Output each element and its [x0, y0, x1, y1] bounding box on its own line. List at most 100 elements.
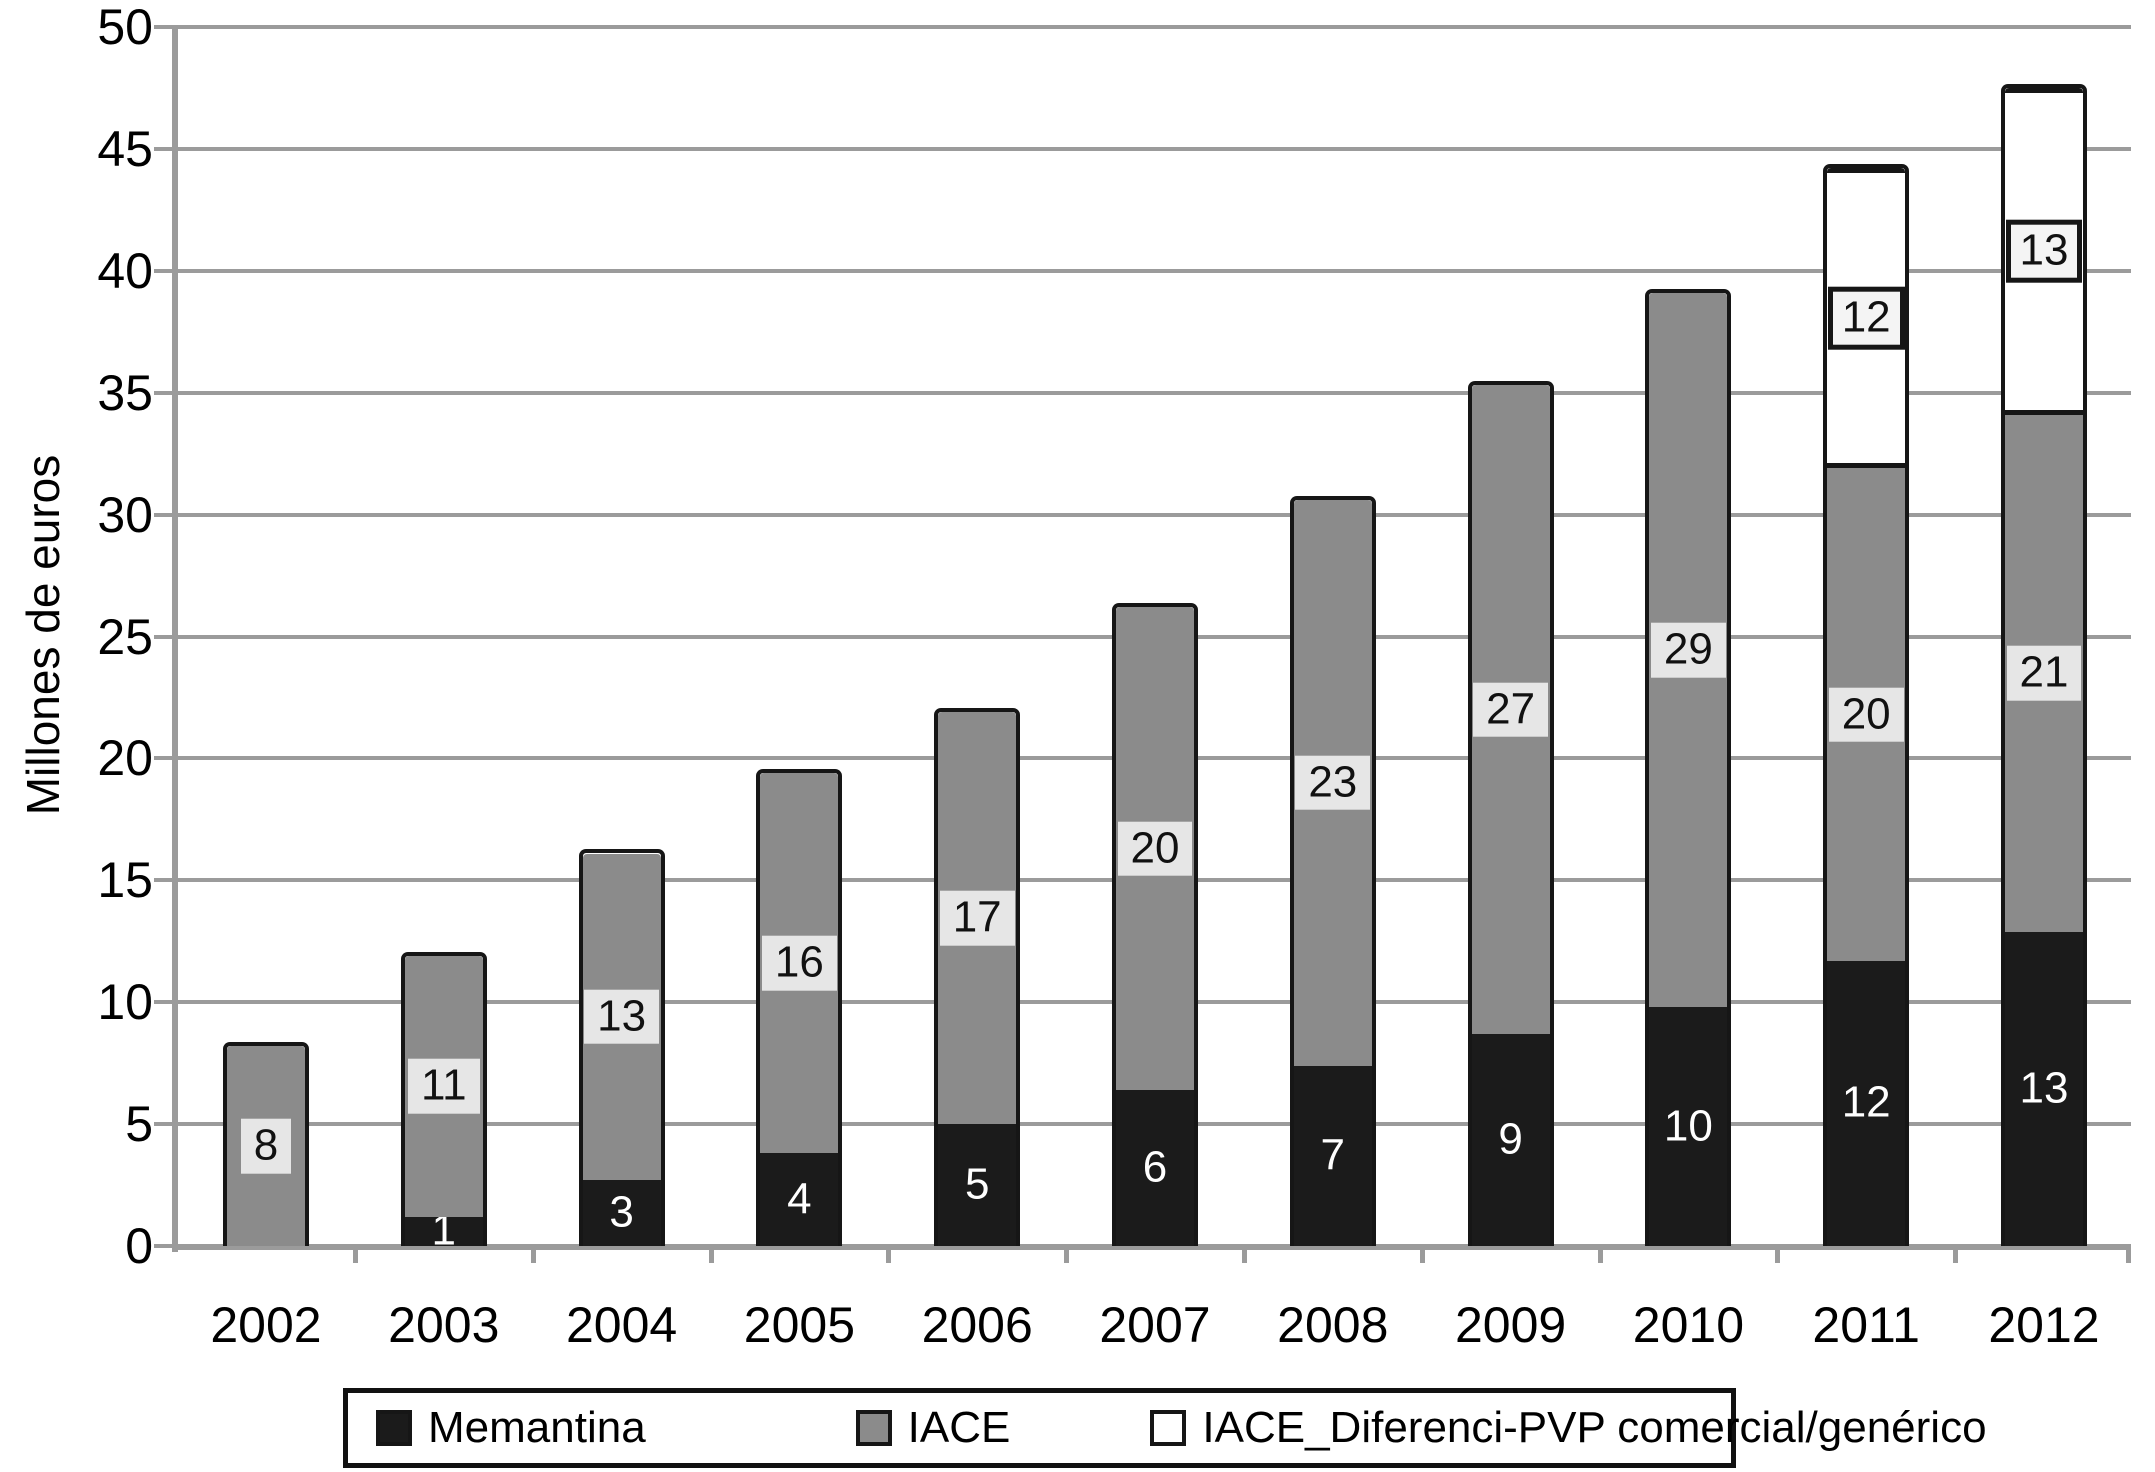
segment-iace-diferenci-pvp-comercial-gen-rico: 12	[1827, 168, 1906, 469]
y-axis-line	[172, 27, 178, 1252]
x-category-2005: 2005	[743, 1297, 855, 1353]
y-tick-35	[154, 390, 175, 395]
segment-value-label: 3	[609, 1187, 634, 1237]
gridline-35	[175, 390, 2131, 395]
segment-value-label: 4	[787, 1174, 812, 1224]
gridline-0	[175, 1244, 2131, 1250]
bar-2002: 8	[223, 1042, 309, 1246]
y-tick-5	[154, 1122, 175, 1127]
x-category-2011: 2011	[1812, 1297, 1920, 1353]
plot-area: 8 1 11 3 13 4 16 5 17 6 20 7 23 9 27 10 29 12 20 12 13 21 13	[154, 25, 2131, 1263]
bar-2006: 5 17	[934, 708, 1021, 1246]
x-category-2008: 2008	[1277, 1297, 1389, 1353]
segment-memantina: 4	[760, 1153, 839, 1246]
segment-iace: 20	[1116, 607, 1194, 1090]
segment-value-label: 27	[1472, 682, 1550, 737]
x-category-2006: 2006	[921, 1297, 1033, 1353]
y-tick-20	[154, 756, 175, 761]
segment-value-label: 12	[1841, 1078, 1891, 1128]
x-tick	[2126, 1246, 2131, 1263]
segment-value-label: 13	[583, 989, 661, 1045]
bar-2007: 6 20	[1112, 603, 1198, 1246]
segment-value-label: 6	[1142, 1142, 1168, 1192]
x-tick	[352, 1246, 358, 1263]
legend-label: Memantina	[428, 1403, 646, 1452]
segment-iace: 29	[1649, 292, 1728, 1008]
legend-item-memantina: Memantina	[376, 1403, 646, 1453]
x-tick	[1419, 1246, 1425, 1263]
bar-2011: 12 20 12	[1823, 164, 1910, 1246]
segment-value-label: 9	[1498, 1114, 1523, 1164]
legend-swatch-icon	[376, 1410, 412, 1446]
y-tick-label-15: 15	[97, 852, 153, 909]
segment-iace: 27	[1471, 385, 1550, 1034]
x-category-2003: 2003	[388, 1297, 500, 1353]
segment-value-label: 23	[1294, 755, 1372, 811]
legend-label: IACE	[907, 1403, 1011, 1452]
segment-memantina: 5	[938, 1124, 1017, 1246]
segment-memantina: 6	[1116, 1089, 1194, 1246]
x-tick	[1597, 1246, 1603, 1263]
segment-value-label: 10	[1663, 1101, 1713, 1151]
segment-iace: 20	[1827, 468, 1906, 961]
x-category-2010: 2010	[1632, 1297, 1744, 1353]
x-tick	[708, 1246, 714, 1263]
y-tick-label-30: 30	[97, 486, 153, 543]
segment-value-label: 11	[405, 1059, 483, 1114]
segment-value-label: 8	[227, 1118, 305, 1174]
segment-value-label: 16	[760, 935, 838, 991]
x-tick	[1953, 1246, 1959, 1263]
segment-iace: 21	[2005, 414, 2083, 932]
bar-2010: 10 29	[1645, 288, 1732, 1246]
gridline-30	[175, 512, 2131, 517]
y-tick-45	[154, 146, 175, 151]
y-tick-label-25: 25	[97, 608, 153, 665]
x-category-2004: 2004	[565, 1297, 678, 1353]
bar-2012: 13 21 13	[2001, 83, 2087, 1246]
x-tick	[886, 1246, 892, 1263]
segment-value-label: 13	[2005, 220, 2083, 283]
y-tick-label-0: 0	[125, 1218, 153, 1274]
segment-iace: 17	[938, 712, 1017, 1125]
bar-2008: 7 23	[1289, 495, 1376, 1246]
segment-value-label: 20	[1116, 821, 1194, 876]
segment-value-label: 21	[2005, 645, 2083, 701]
x-category-2009: 2009	[1454, 1297, 1567, 1353]
bar-2004: 3 13	[578, 849, 665, 1246]
legend-label: IACE_Diferenci-PVP comercial/genérico	[1202, 1403, 1987, 1452]
x-tick	[1775, 1246, 1781, 1263]
bar-2009: 9 27	[1467, 381, 1554, 1246]
y-tick-label-35: 35	[97, 364, 153, 421]
segment-iace-diferenci-pvp-comercial-gen-rico: 13	[2005, 87, 2083, 415]
segment-iace: 23	[1293, 499, 1372, 1066]
x-tick	[530, 1246, 536, 1263]
gridline-50	[175, 25, 2131, 29]
x-category-2012: 2012	[1988, 1297, 2100, 1353]
y-tick-25	[154, 634, 175, 639]
y-tick-label-10: 10	[97, 974, 153, 1031]
segment-memantina: 3	[582, 1180, 661, 1246]
segment-iace: 13	[582, 853, 661, 1181]
gridline-40	[175, 268, 2131, 273]
y-tick-15	[154, 878, 175, 883]
gridline-45	[175, 146, 2131, 151]
segment-value-label: 13	[2019, 1063, 2069, 1113]
y-tick-label-50: 50	[97, 0, 153, 55]
segment-iace: 16	[760, 773, 839, 1154]
y-tick-30	[154, 512, 175, 517]
segment-memantina: 13	[2005, 931, 2083, 1246]
x-category-2002: 2002	[210, 1297, 322, 1353]
y-tick-label-40: 40	[97, 242, 153, 299]
segment-memantina: 10	[1649, 1007, 1728, 1246]
segment-iace: 11	[404, 955, 483, 1217]
y-tick-0	[154, 1244, 175, 1248]
segment-value-label: 17	[938, 890, 1016, 946]
legend-swatch-icon	[855, 1410, 892, 1446]
segment-value-label: 29	[1649, 622, 1727, 678]
y-tick-10	[154, 1000, 175, 1005]
bar-2005: 4 16	[756, 769, 843, 1246]
segment-value-label: 7	[1320, 1130, 1346, 1180]
legend: Memantina IACE IACE_Diferenci-PVP comercia…	[343, 1388, 1987, 1468]
legend-item-iace-diferenci-pvp-comercial-gen-rico: IACE_Diferenci-PVP comercial/genérico	[1150, 1403, 1987, 1453]
